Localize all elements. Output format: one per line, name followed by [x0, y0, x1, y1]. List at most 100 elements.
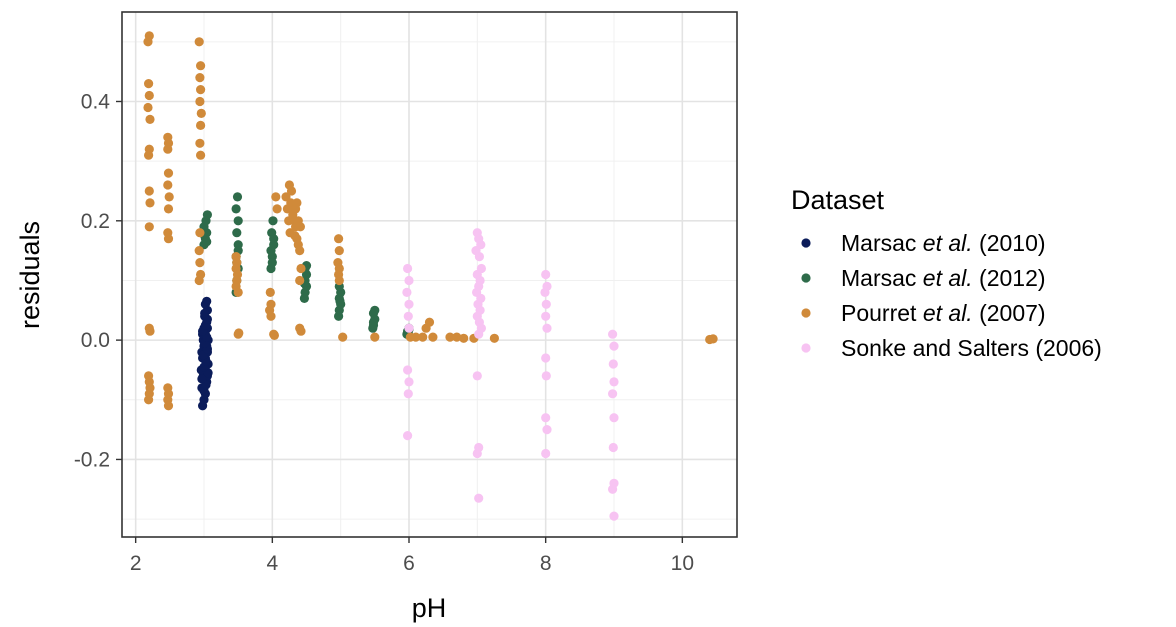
data-point: [143, 102, 153, 113]
data-point: [195, 96, 205, 107]
x-tick-label: 10: [671, 552, 694, 575]
data-point: [202, 237, 212, 247]
data-point: [163, 144, 173, 154]
data-point: [472, 448, 482, 459]
data-point: [269, 330, 279, 340]
data-point: [196, 85, 206, 95]
data-point: [272, 204, 282, 214]
data-point: [370, 305, 380, 315]
x-tick-label: 6: [403, 552, 415, 575]
data-point: [163, 234, 174, 244]
data-point: [233, 287, 243, 297]
data-point: [452, 332, 462, 342]
data-point: [541, 269, 551, 280]
y-axis-ticks: -0.2 0.0 0.2 0.4: [74, 90, 122, 471]
data-point: [404, 377, 414, 387]
data-point: [542, 323, 552, 333]
data-point: [194, 275, 204, 286]
data-point: [541, 311, 551, 321]
data-points: [143, 31, 718, 521]
data-point: [609, 341, 619, 351]
data-point: [163, 180, 173, 190]
data-point: [403, 263, 413, 274]
x-tick-label: 8: [540, 552, 552, 575]
data-point: [296, 263, 306, 274]
data-point: [195, 258, 205, 268]
data-point: [708, 334, 718, 344]
data-point: [233, 216, 243, 226]
data-point: [368, 320, 379, 330]
data-point: [404, 299, 414, 309]
data-point: [295, 246, 305, 256]
data-point: [608, 442, 618, 453]
data-point: [474, 493, 484, 503]
legend-key: [801, 308, 811, 318]
data-point: [474, 329, 484, 339]
data-point: [144, 79, 154, 89]
data-point: [144, 395, 154, 405]
x-tick-label: 4: [266, 552, 278, 575]
data-point: [424, 317, 435, 327]
legend-label: Marsac et al. (2010): [841, 230, 1046, 256]
data-point: [609, 511, 619, 521]
x-tick-label: 2: [130, 552, 142, 575]
data-point: [608, 389, 618, 399]
data-point: [196, 150, 206, 160]
y-axis-title: residuals: [15, 221, 45, 329]
data-point: [404, 275, 414, 286]
data-point: [404, 323, 414, 333]
data-point: [403, 311, 413, 321]
data-point: [541, 353, 551, 363]
data-point: [164, 192, 174, 202]
data-point: [540, 287, 550, 297]
data-point: [194, 37, 204, 47]
data-point: [334, 275, 344, 286]
data-point: [334, 246, 344, 256]
data-point: [266, 246, 276, 256]
data-point: [145, 326, 155, 336]
data-point: [292, 198, 302, 208]
data-point: [197, 374, 207, 384]
data-point: [445, 332, 455, 342]
data-point: [268, 216, 278, 226]
data-point: [145, 198, 155, 208]
data-point: [196, 120, 206, 130]
data-point: [232, 192, 243, 202]
data-point: [234, 328, 244, 338]
data-point: [195, 73, 205, 83]
data-point: [286, 186, 297, 196]
data-point: [195, 138, 205, 148]
data-point: [418, 332, 428, 342]
data-point: [370, 332, 380, 342]
data-point: [541, 413, 551, 423]
data-point: [296, 326, 306, 336]
data-point: [541, 299, 551, 309]
data-point: [144, 150, 154, 160]
legend-title: Dataset: [791, 185, 885, 215]
data-point: [163, 168, 174, 178]
data-point: [231, 204, 241, 214]
data-point: [541, 448, 551, 459]
legend-key: [801, 343, 811, 353]
legend-label: Marsac et al. (2012): [841, 265, 1046, 291]
data-point: [290, 231, 300, 241]
data-point: [609, 413, 619, 423]
data-point: [542, 425, 552, 435]
data-point: [144, 186, 154, 196]
data-point: [163, 204, 174, 214]
x-axis-ticks: 2 4 6 8 10: [130, 537, 694, 575]
data-point: [608, 329, 618, 339]
data-point: [474, 252, 484, 262]
data-point: [145, 114, 155, 124]
legend-key: [801, 273, 811, 283]
data-point: [271, 192, 281, 202]
data-point: [411, 332, 421, 342]
data-point: [195, 228, 205, 238]
y-tick-label: 0.2: [81, 210, 110, 233]
y-tick-label: 0.0: [81, 329, 110, 352]
data-point: [608, 484, 618, 494]
data-point: [459, 333, 469, 343]
y-tick-label: 0.4: [81, 90, 111, 113]
data-point: [403, 365, 413, 375]
